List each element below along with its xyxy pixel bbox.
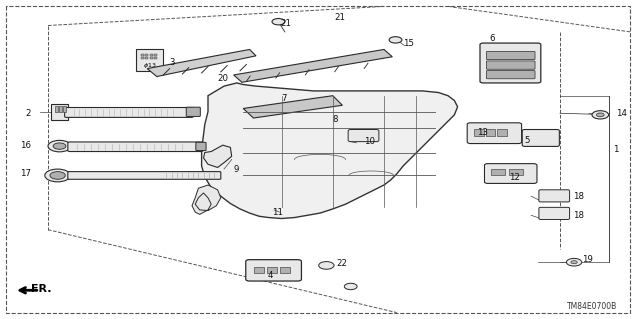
Text: 22: 22 bbox=[336, 259, 347, 268]
Text: 7: 7 bbox=[282, 94, 287, 103]
Text: 18: 18 bbox=[573, 211, 584, 220]
FancyBboxPatch shape bbox=[141, 54, 144, 56]
Text: 1: 1 bbox=[613, 145, 619, 154]
Circle shape bbox=[48, 140, 71, 152]
FancyBboxPatch shape bbox=[539, 190, 570, 202]
FancyBboxPatch shape bbox=[196, 142, 206, 151]
Text: TM84E0700B: TM84E0700B bbox=[567, 302, 618, 311]
Text: 5: 5 bbox=[525, 136, 531, 145]
FancyBboxPatch shape bbox=[150, 57, 153, 59]
FancyBboxPatch shape bbox=[484, 164, 537, 183]
Polygon shape bbox=[243, 96, 342, 118]
FancyBboxPatch shape bbox=[497, 129, 507, 136]
FancyBboxPatch shape bbox=[68, 142, 203, 152]
Circle shape bbox=[50, 172, 65, 179]
FancyBboxPatch shape bbox=[474, 129, 484, 136]
Polygon shape bbox=[204, 145, 232, 167]
FancyBboxPatch shape bbox=[154, 57, 157, 59]
Circle shape bbox=[53, 143, 66, 149]
FancyBboxPatch shape bbox=[145, 57, 148, 59]
FancyBboxPatch shape bbox=[145, 54, 148, 56]
FancyBboxPatch shape bbox=[467, 123, 522, 144]
Text: 10: 10 bbox=[364, 137, 374, 146]
FancyBboxPatch shape bbox=[55, 106, 58, 112]
Text: 4: 4 bbox=[268, 271, 273, 280]
Text: 17: 17 bbox=[20, 169, 31, 178]
FancyBboxPatch shape bbox=[150, 54, 153, 56]
FancyBboxPatch shape bbox=[486, 61, 535, 69]
Text: 9: 9 bbox=[234, 165, 239, 174]
Text: 20: 20 bbox=[218, 74, 228, 83]
FancyBboxPatch shape bbox=[348, 130, 379, 142]
Text: FR.: FR. bbox=[31, 284, 51, 294]
Text: 11: 11 bbox=[272, 208, 283, 217]
Text: 19: 19 bbox=[582, 256, 593, 264]
Polygon shape bbox=[202, 83, 458, 219]
FancyBboxPatch shape bbox=[491, 169, 505, 175]
FancyBboxPatch shape bbox=[522, 130, 559, 146]
Text: 16: 16 bbox=[20, 141, 31, 150]
FancyBboxPatch shape bbox=[486, 51, 535, 60]
Polygon shape bbox=[234, 49, 392, 82]
FancyBboxPatch shape bbox=[51, 104, 68, 120]
Text: 8: 8 bbox=[333, 115, 339, 124]
Text: 13: 13 bbox=[477, 128, 488, 137]
FancyBboxPatch shape bbox=[59, 106, 62, 112]
FancyBboxPatch shape bbox=[539, 207, 570, 219]
Circle shape bbox=[571, 261, 577, 264]
Polygon shape bbox=[192, 185, 221, 214]
FancyBboxPatch shape bbox=[136, 49, 163, 71]
FancyBboxPatch shape bbox=[480, 43, 541, 83]
Text: 12: 12 bbox=[509, 173, 520, 182]
FancyBboxPatch shape bbox=[280, 267, 290, 273]
FancyBboxPatch shape bbox=[267, 267, 277, 273]
Circle shape bbox=[319, 262, 334, 269]
FancyBboxPatch shape bbox=[486, 70, 535, 79]
FancyBboxPatch shape bbox=[254, 267, 264, 273]
Text: 2: 2 bbox=[25, 109, 31, 118]
Text: 21: 21 bbox=[335, 13, 346, 22]
Text: 6: 6 bbox=[490, 34, 495, 43]
Text: 3: 3 bbox=[170, 58, 175, 67]
FancyBboxPatch shape bbox=[246, 260, 301, 281]
FancyBboxPatch shape bbox=[65, 108, 193, 117]
Circle shape bbox=[592, 111, 609, 119]
Circle shape bbox=[389, 37, 402, 43]
FancyBboxPatch shape bbox=[154, 54, 157, 56]
Text: 18: 18 bbox=[573, 192, 584, 201]
Text: 14: 14 bbox=[616, 109, 627, 118]
Text: 15: 15 bbox=[403, 39, 414, 48]
Circle shape bbox=[45, 169, 70, 182]
FancyBboxPatch shape bbox=[486, 129, 495, 136]
Circle shape bbox=[344, 283, 357, 290]
FancyBboxPatch shape bbox=[141, 57, 144, 59]
FancyBboxPatch shape bbox=[68, 172, 221, 179]
Text: 21: 21 bbox=[280, 19, 291, 28]
FancyBboxPatch shape bbox=[63, 106, 66, 112]
Polygon shape bbox=[147, 49, 256, 77]
Text: $\phi$13: $\phi$13 bbox=[143, 61, 157, 70]
Circle shape bbox=[566, 258, 582, 266]
FancyBboxPatch shape bbox=[186, 107, 200, 116]
Circle shape bbox=[596, 113, 604, 117]
Circle shape bbox=[272, 19, 285, 25]
FancyBboxPatch shape bbox=[509, 169, 523, 175]
